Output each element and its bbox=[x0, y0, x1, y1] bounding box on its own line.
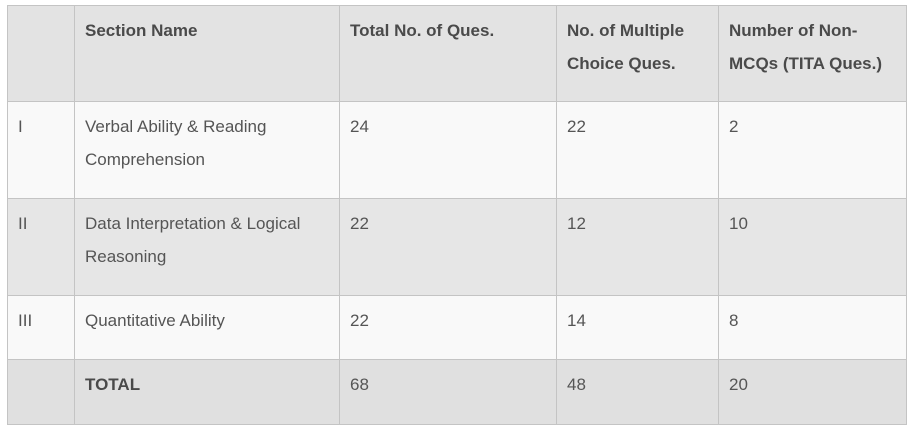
table-cell: Verbal Ability & Reading Comprehension bbox=[74, 101, 340, 199]
table-cell: Quantitative Ability bbox=[74, 295, 340, 360]
table-row: I Verbal Ability & Reading Comprehension 2… bbox=[7, 101, 907, 199]
table-cell: 22 bbox=[339, 295, 557, 360]
table-cell: 48 bbox=[556, 359, 719, 425]
table-row: III Quantitative Ability 22 14 8 bbox=[7, 295, 907, 360]
table-cell: III bbox=[7, 295, 75, 360]
table-cell: 24 bbox=[339, 101, 557, 199]
header-cell: Section Name bbox=[74, 5, 340, 102]
table-cell: 14 bbox=[556, 295, 719, 360]
header-cell bbox=[7, 5, 75, 102]
table-cell: TOTAL bbox=[74, 359, 340, 425]
table-cell: Data Interpretation & Logical Reasoning bbox=[74, 198, 340, 296]
sections-table: Section Name Total No. of Ques. No. of Mul… bbox=[7, 5, 907, 425]
table-row: TOTAL 68 48 20 bbox=[7, 359, 907, 425]
table-cell: 2 bbox=[718, 101, 907, 199]
table-cell: II bbox=[7, 198, 75, 296]
table-cell: 20 bbox=[718, 359, 907, 425]
table-row: II Data Interpretation & Logical Reasonin… bbox=[7, 198, 907, 296]
table-cell: 10 bbox=[718, 198, 907, 296]
header-cell: Total No. of Ques. bbox=[339, 5, 557, 102]
header-cell: Number of Non-MCQs (TITA Ques.) bbox=[718, 5, 907, 102]
table-cell: 22 bbox=[339, 198, 557, 296]
table-cell bbox=[7, 359, 75, 425]
table-cell: I bbox=[7, 101, 75, 199]
table-cell: 22 bbox=[556, 101, 719, 199]
table-cell: 8 bbox=[718, 295, 907, 360]
table-cell: 12 bbox=[556, 198, 719, 296]
header-row: Section Name Total No. of Ques. No. of Mul… bbox=[7, 5, 907, 102]
table-cell: 68 bbox=[339, 359, 557, 425]
header-cell: No. of Multiple Choice Ques. bbox=[556, 5, 719, 102]
